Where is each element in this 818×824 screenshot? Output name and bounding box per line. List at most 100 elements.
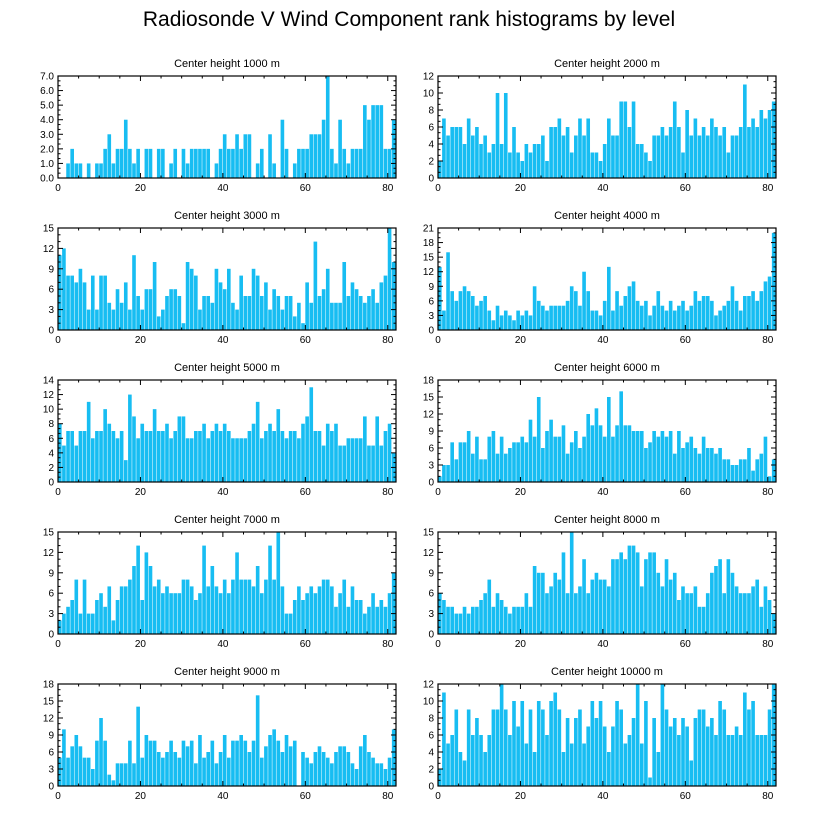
histogram-bar bbox=[111, 163, 116, 178]
histogram-bar bbox=[536, 701, 541, 786]
histogram-bar bbox=[152, 409, 157, 482]
histogram-bar bbox=[251, 268, 256, 330]
histogram-bar bbox=[462, 760, 467, 786]
histogram-bar bbox=[181, 148, 186, 178]
histogram-bar bbox=[231, 302, 235, 330]
histogram-bar bbox=[99, 593, 103, 634]
histogram-bar bbox=[664, 135, 669, 178]
histogram-bar bbox=[90, 769, 95, 786]
y-tick-label: 6 bbox=[428, 731, 434, 742]
histogram-bar bbox=[734, 726, 739, 786]
histogram-bar bbox=[479, 144, 483, 178]
histogram-bar bbox=[62, 613, 66, 634]
histogram-bar bbox=[161, 309, 165, 330]
histogram-bar bbox=[309, 586, 314, 634]
x-tick-label: 0 bbox=[55, 335, 61, 346]
histogram-bar bbox=[243, 134, 248, 178]
histogram-bar bbox=[144, 148, 149, 178]
histogram-bar bbox=[239, 579, 243, 634]
histogram-bar bbox=[652, 135, 656, 178]
y-tick-label: 15 bbox=[423, 393, 435, 404]
histogram-bar bbox=[247, 296, 252, 330]
histogram-bar bbox=[231, 579, 235, 634]
x-tick-label: 20 bbox=[515, 487, 527, 498]
histogram-bar bbox=[697, 709, 702, 786]
y-tick-label: 0.0 bbox=[40, 174, 54, 185]
y-tick-label: 4 bbox=[428, 748, 434, 759]
histogram-bar bbox=[668, 127, 673, 178]
y-tick-label: 9 bbox=[428, 427, 434, 438]
y-tick-label: 12 bbox=[43, 390, 55, 401]
histogram-bar bbox=[726, 152, 731, 178]
histogram-bar bbox=[140, 309, 145, 330]
histogram-bar bbox=[86, 757, 91, 786]
histogram-bar bbox=[334, 606, 338, 634]
y-tick-label: 6 bbox=[48, 434, 54, 445]
histogram-bar bbox=[697, 453, 702, 482]
histogram-bar bbox=[305, 282, 309, 330]
histogram-bar bbox=[309, 387, 314, 482]
histogram-bar bbox=[99, 431, 103, 482]
histogram-bar bbox=[619, 391, 623, 482]
histogram-bar bbox=[594, 718, 599, 786]
histogram-bar bbox=[532, 436, 537, 482]
histogram-bar bbox=[639, 305, 644, 330]
histogram-bar bbox=[313, 752, 318, 786]
histogram-bar bbox=[255, 566, 260, 634]
histogram-bar bbox=[255, 275, 260, 330]
chart-panel-10: Center height 10000 m 0 20 40 60 80 0 2 4 6 8 10 12 bbox=[423, 666, 777, 802]
y-tick-label: 2 bbox=[428, 765, 434, 776]
x-tick-label: 0 bbox=[435, 487, 441, 498]
x-tick-label: 60 bbox=[300, 183, 312, 194]
histogram-bar bbox=[532, 752, 537, 786]
histogram-bar bbox=[536, 572, 541, 634]
x-tick-label: 40 bbox=[597, 183, 609, 194]
histogram-bar bbox=[206, 438, 211, 482]
y-tick-label: 2.0 bbox=[40, 144, 54, 155]
y-tick-label: 4.0 bbox=[40, 115, 54, 126]
panel-frame bbox=[57, 227, 397, 331]
histogram-bar bbox=[255, 163, 260, 178]
histogram-bar bbox=[483, 459, 487, 482]
histogram-bar bbox=[495, 93, 500, 178]
histogram-bar bbox=[660, 684, 665, 786]
x-tick-label: 60 bbox=[300, 639, 312, 650]
histogram-bar bbox=[156, 579, 161, 634]
histogram-bar bbox=[466, 613, 471, 634]
panel-title: Center height 1000 m bbox=[174, 58, 280, 70]
histogram-bar bbox=[297, 438, 301, 482]
histogram-bar bbox=[743, 84, 747, 178]
histogram-bar bbox=[743, 593, 747, 634]
histogram-bar bbox=[668, 300, 673, 330]
histogram-bar bbox=[582, 271, 586, 330]
histogram-bar bbox=[569, 743, 574, 786]
histogram-bar bbox=[672, 572, 677, 634]
histogram-bar bbox=[363, 105, 367, 178]
histogram-bar bbox=[586, 414, 591, 482]
panel-title: Center height 10000 m bbox=[551, 666, 663, 678]
y-tick-label: 3 bbox=[428, 461, 434, 472]
histogram-bar bbox=[446, 606, 450, 634]
histogram-bar bbox=[512, 127, 516, 178]
x-tick-label: 40 bbox=[217, 791, 229, 802]
histogram-bar bbox=[607, 266, 611, 330]
panel-title: Center height 6000 m bbox=[554, 362, 660, 374]
histogram-bar bbox=[714, 453, 718, 482]
histogram-bar bbox=[119, 431, 124, 482]
histogram-bar bbox=[697, 300, 702, 330]
histogram-bar bbox=[495, 593, 500, 634]
histogram-bar bbox=[475, 305, 479, 330]
histogram-bar bbox=[652, 305, 656, 330]
histogram-bar bbox=[755, 459, 760, 482]
histogram-bar bbox=[672, 453, 677, 482]
histogram-bar bbox=[565, 718, 570, 786]
histogram-bar bbox=[635, 684, 640, 786]
histogram-bar bbox=[161, 148, 165, 178]
histogram-bar bbox=[751, 586, 755, 634]
histogram-bar bbox=[243, 740, 248, 786]
histogram-bar bbox=[358, 148, 363, 178]
histogram-bar bbox=[325, 76, 330, 178]
histogram-bar bbox=[350, 763, 355, 786]
histogram-bar bbox=[350, 438, 355, 482]
histogram-bar bbox=[446, 743, 450, 786]
